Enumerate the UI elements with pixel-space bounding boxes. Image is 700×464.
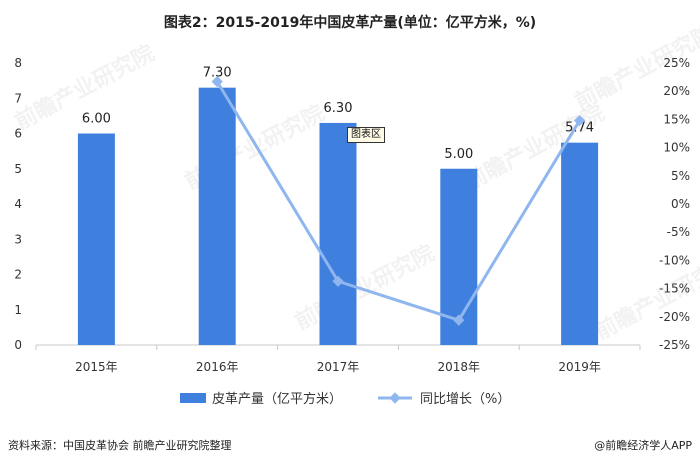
y-right-tick-label: -5% <box>667 225 690 239</box>
y-right-tick-label: 25% <box>663 56 690 70</box>
legend: 皮革产量（亿平方米） 同比增长（%） <box>180 391 510 407</box>
x-tick-label: 2017年 <box>317 360 360 374</box>
y-left-tick-label: 6 <box>14 127 22 141</box>
legend-line-label: 同比增长（%） <box>420 392 510 407</box>
y-right-tick-label: -20% <box>659 310 690 324</box>
y-left-tick-label: 3 <box>14 232 22 246</box>
x-tick-label: 2015年 <box>75 360 118 374</box>
y-left-tick-label: 7 <box>14 91 22 105</box>
legend-bar-swatch <box>180 393 206 403</box>
y-right-tick-label: -25% <box>659 338 690 352</box>
growth-point <box>453 314 465 326</box>
bar <box>198 87 236 346</box>
source-note: 资料来源：中国皮革协会 前瞻产业研究院整理 <box>8 439 232 452</box>
x-tick-label: 2018年 <box>438 360 481 374</box>
bar-data-label: 6.30 <box>324 101 353 116</box>
y-right-tick-label: -10% <box>659 253 690 267</box>
growth-point <box>332 275 344 287</box>
bar-series <box>77 87 599 346</box>
y-right-tick-label: 15% <box>663 112 690 126</box>
x-tick-label: 2019年 <box>558 360 601 374</box>
y-left-tick-label: 8 <box>14 56 22 70</box>
y-left-tick-label: 0 <box>14 338 22 352</box>
bar <box>319 122 357 345</box>
axes: 0 1 2 3 4 5 6 7 8 -25% -20% -15% -10% -5% 0% 5% 10% 15% 20… <box>14 56 690 374</box>
bar-data-label: 6.00 <box>82 112 111 127</box>
legend-line-marker <box>389 392 401 404</box>
y-right-tick-label: 20% <box>663 84 690 98</box>
bar-data-label: 7.30 <box>203 66 232 81</box>
publisher-credit: @前瞻经济学人APP <box>594 439 692 452</box>
bar <box>561 142 599 345</box>
x-tick-label: 2016年 <box>196 360 239 374</box>
bar-data-label: 5.00 <box>444 147 473 162</box>
y-left-tick-label: 4 <box>14 197 22 211</box>
chart-area-tooltip: 图表区 <box>347 127 385 143</box>
y-right-tick-label: 5% <box>671 169 690 183</box>
y-left-tick-label: 1 <box>14 303 22 317</box>
watermark-text: 前瞻产业研究院 <box>291 240 439 335</box>
y-right-tick-label: -15% <box>659 282 690 296</box>
line-series <box>211 75 586 326</box>
chart-title: 图表2：2015-2019年中国皮革产量(单位：亿平方米，%) <box>163 15 537 31</box>
y-left-tick-label: 5 <box>14 162 22 176</box>
y-left-tick-label: 2 <box>14 268 22 282</box>
y-right-tick-label: 0% <box>671 197 690 211</box>
bar <box>77 133 115 345</box>
growth-line <box>215 80 581 322</box>
y-right-tick-label: 10% <box>663 141 690 155</box>
legend-bar-label: 皮革产量（亿平方米） <box>212 391 342 407</box>
